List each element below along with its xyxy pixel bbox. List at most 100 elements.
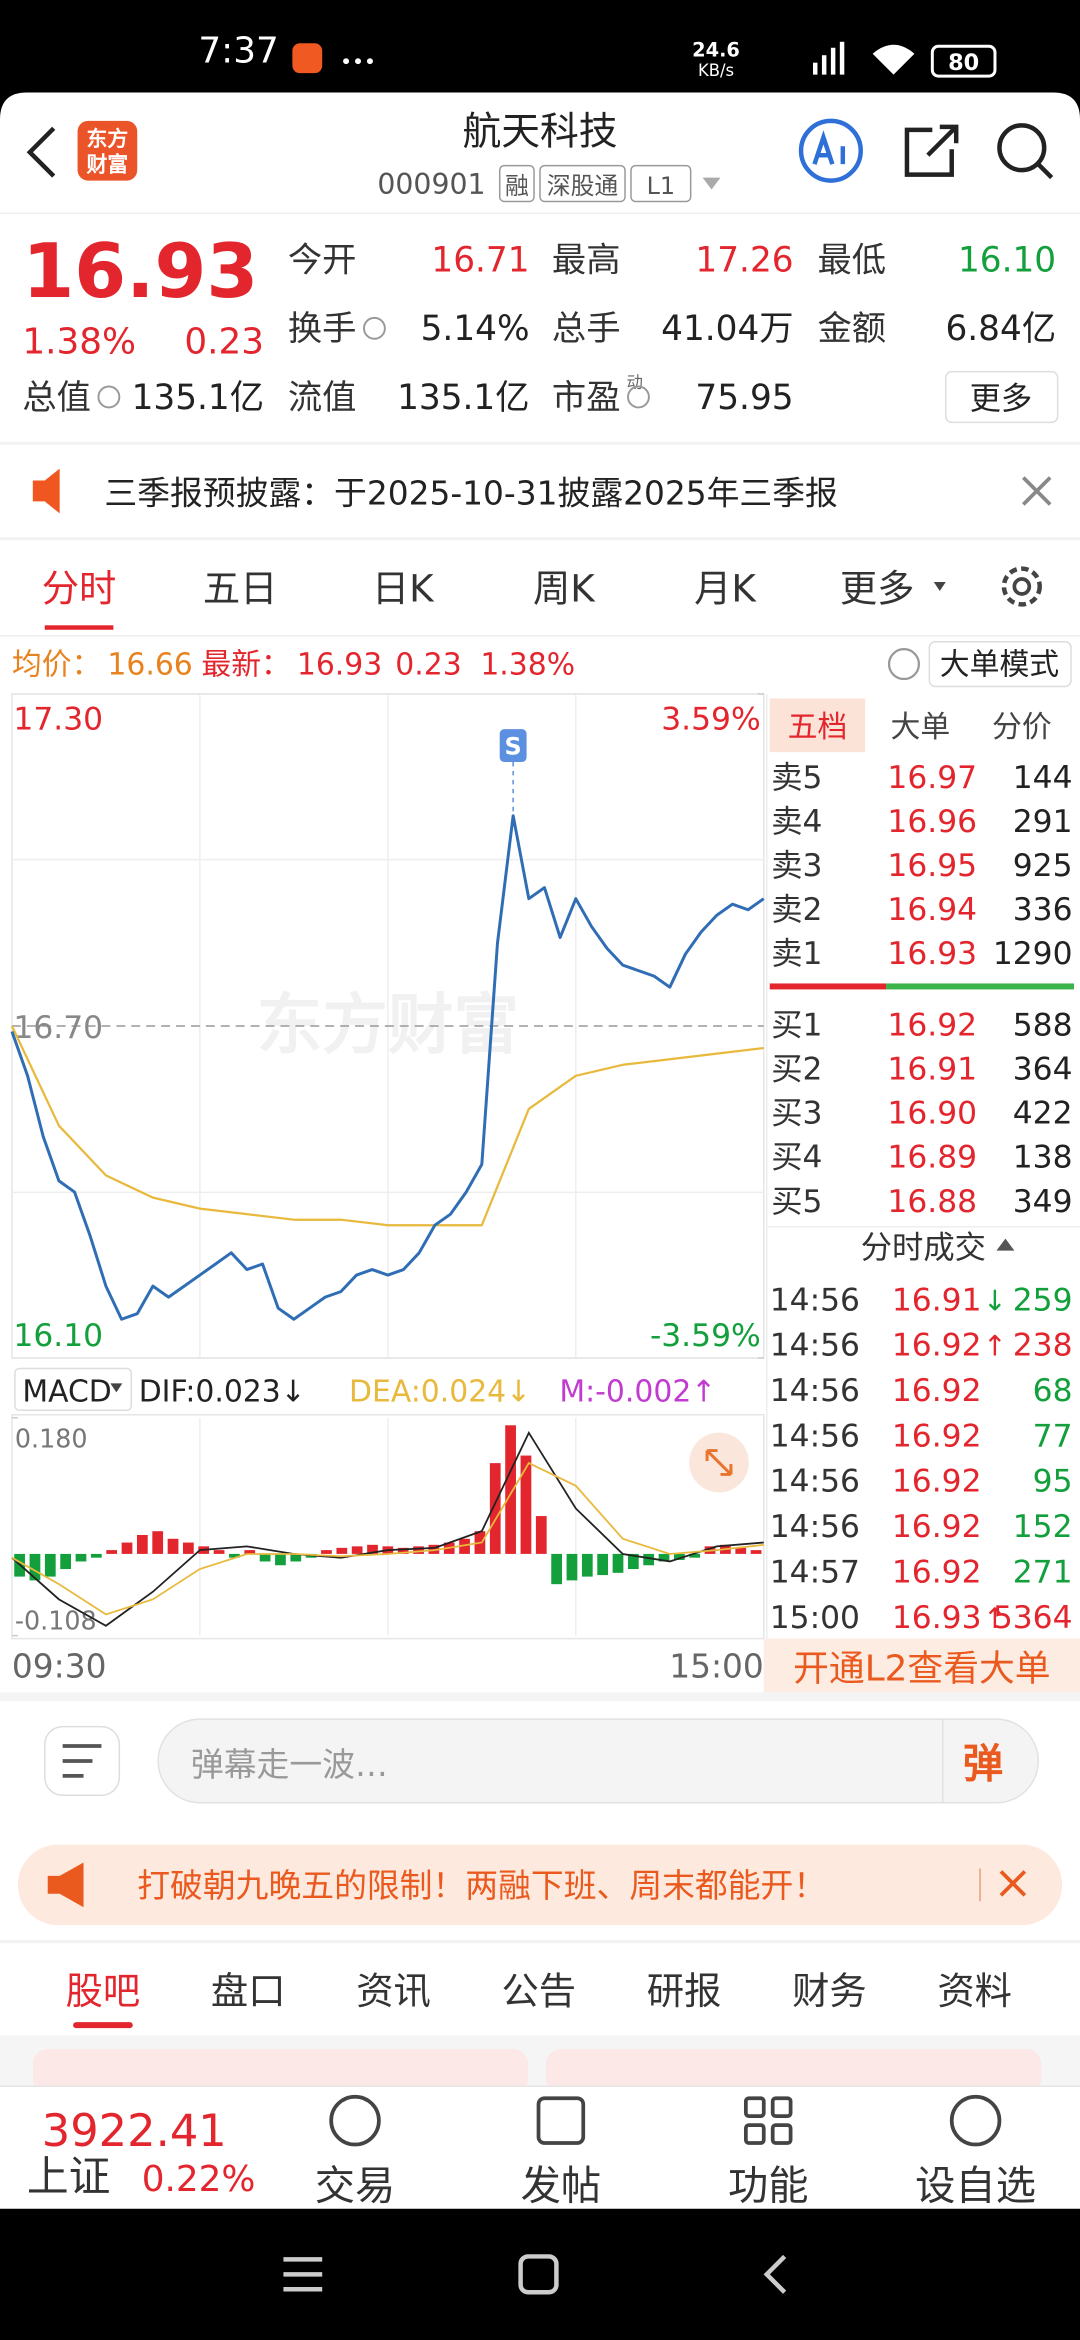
histogram-bar	[167, 1538, 179, 1554]
nav-item: 交易	[315, 2164, 396, 2210]
book-label: 买2	[771, 1052, 822, 1088]
l2-banner[interactable]	[763, 1638, 1080, 1693]
trade-dir: ↑	[983, 1602, 1007, 1635]
orderbook-tab-active[interactable]	[769, 698, 866, 753]
latest-change: 0.23	[395, 648, 461, 683]
section-tab-indicator	[73, 2022, 133, 2029]
trade-price: 16.93	[892, 1600, 982, 1636]
y-tick-label: -0.108	[15, 1606, 97, 1636]
histogram-bar	[183, 1542, 194, 1554]
avg-value: 16.66	[107, 648, 192, 683]
book-volume: 588	[1013, 1008, 1073, 1044]
histogram-bar	[336, 1547, 348, 1554]
book-label: 买4	[771, 1140, 822, 1176]
section-tab: 资料	[937, 1969, 1012, 2013]
help-icon[interactable]	[887, 648, 921, 681]
app-icon	[292, 43, 323, 74]
field-label: 市盈	[552, 378, 621, 418]
histogram-bar	[351, 1546, 363, 1554]
legend-entry: DIF:0.023↓	[139, 1374, 306, 1409]
tab[interactable]: 周K	[533, 566, 596, 610]
histogram-bar	[489, 1463, 501, 1554]
code-caret	[702, 177, 721, 190]
book-label: 卖4	[771, 804, 822, 840]
settings-button[interactable]	[1001, 566, 1042, 607]
comment-input[interactable]	[157, 1718, 1039, 1804]
stock-name: 航天科技	[462, 110, 617, 155]
more-button[interactable]	[945, 370, 1059, 424]
net-speed: 24.6	[692, 39, 740, 62]
book-volume: 349	[1013, 1184, 1073, 1220]
histogram-bar	[643, 1553, 655, 1566]
ai-button[interactable]	[798, 118, 863, 183]
battery-level: 80	[948, 50, 979, 76]
trade-marker-label: S	[505, 733, 522, 761]
ai-glyph	[812, 130, 846, 165]
tab[interactable]: 更多	[840, 566, 915, 610]
nav-item: 发帖	[521, 2164, 602, 2210]
book-volume: 364	[1013, 1052, 1073, 1088]
ad-close[interactable]	[999, 1870, 1027, 1897]
x-tick-label: 15:00	[669, 1647, 764, 1685]
buy-pressure	[886, 983, 1075, 990]
section-tab: 盘口	[211, 1969, 286, 2013]
latest-value: 16.93	[297, 648, 382, 683]
tab[interactable]: 日K	[372, 566, 435, 610]
tab[interactable]: 五日	[203, 566, 278, 610]
y2-tick-label: -3.59%	[650, 1318, 761, 1354]
badge-box	[630, 164, 692, 203]
field-value: 135.1亿	[397, 378, 529, 418]
notice-close[interactable]	[1021, 476, 1052, 506]
price: 16.93	[22, 228, 258, 315]
tab[interactable]: 分时	[42, 566, 117, 610]
trade-time: 14:56	[770, 1328, 860, 1364]
watchlist-icon	[949, 2094, 1002, 2147]
ad-banner[interactable]	[17, 1844, 1063, 1926]
sys-home[interactable]	[518, 2254, 559, 2295]
trade-time: 14:56	[770, 1373, 860, 1409]
ad-icon	[47, 1862, 84, 1908]
mode-button[interactable]	[928, 640, 1072, 688]
sys-back[interactable]	[763, 2254, 787, 2294]
histogram-bar	[581, 1553, 593, 1577]
histogram-bar	[397, 1547, 409, 1554]
share-button[interactable]	[904, 124, 959, 177]
index-value: 3922.41	[42, 2104, 227, 2157]
nav-item: 设自选	[915, 2164, 1036, 2210]
histogram-bar	[551, 1553, 562, 1585]
feed-card[interactable]	[32, 2048, 529, 2094]
tab[interactable]: 月K	[694, 566, 757, 610]
trade-volume: 238	[1013, 1328, 1073, 1364]
feed-card[interactable]	[545, 2048, 1042, 2094]
info-icon	[363, 316, 386, 340]
search-button[interactable]	[997, 123, 1047, 173]
badge-box	[498, 164, 535, 203]
wifi-icon	[872, 44, 915, 75]
histogram-bar	[459, 1538, 470, 1554]
trade-volume: 95	[1033, 1464, 1073, 1500]
book-price: 16.92	[887, 1008, 977, 1044]
histogram-bar	[275, 1553, 286, 1566]
book-price: 16.94	[887, 892, 977, 928]
histogram-bar	[750, 1550, 762, 1554]
avg-label: 均价：	[12, 648, 101, 683]
field-label: 换手	[288, 309, 357, 349]
book-volume: 422	[1013, 1096, 1073, 1132]
ad-text: 打破朝九晚五的限制！两融下班、周末都能开！	[137, 1867, 826, 1905]
histogram-bar	[535, 1516, 547, 1554]
danmaku-button: 弹	[963, 1741, 1003, 1787]
histogram-bar	[597, 1553, 609, 1576]
book-price: 16.88	[887, 1184, 977, 1220]
book-price: 16.91	[887, 1052, 977, 1088]
price-line	[10, 814, 765, 1321]
field-value: 135.1亿	[132, 378, 264, 418]
histogram-bar	[520, 1455, 532, 1554]
more-caret	[933, 582, 946, 591]
info-icon	[627, 385, 650, 409]
indicator-selector[interactable]	[14, 1367, 133, 1412]
trade-price: 16.91	[892, 1282, 982, 1318]
back-button[interactable]	[26, 126, 56, 178]
sys-menu[interactable]	[283, 2257, 323, 2292]
trade-dir: ↓	[983, 1284, 1007, 1317]
